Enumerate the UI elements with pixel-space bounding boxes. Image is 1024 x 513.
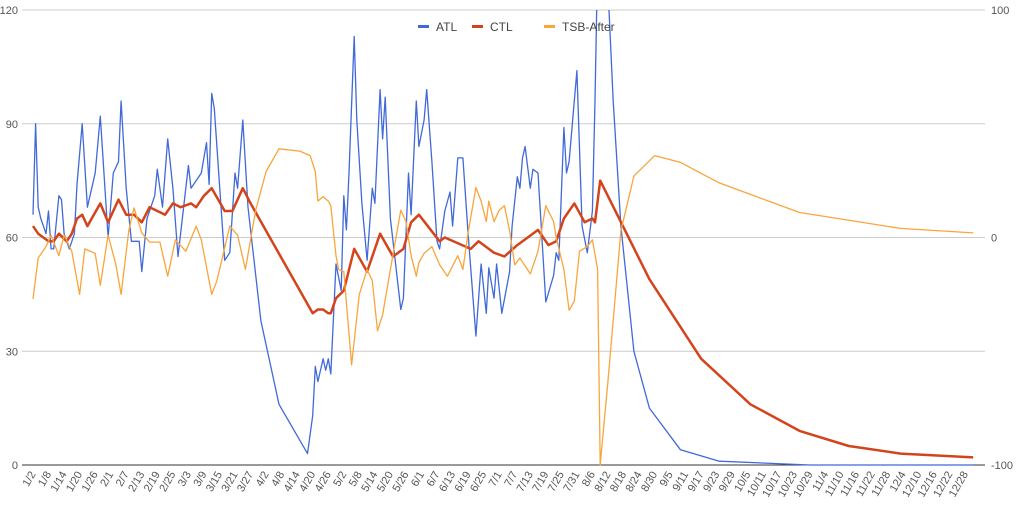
left-axis-tick-label: 90 (6, 119, 18, 131)
x-axis-tick-label: 5/26 (390, 470, 411, 495)
x-axis-tick-label: 1/2 (21, 470, 39, 489)
x-axis-ticks: 1/21/81/141/201/262/12/72/132/192/253/33… (21, 470, 971, 500)
legend-label-atl: ATL (436, 20, 457, 34)
legend-swatch-ctl (472, 25, 483, 28)
x-axis-tick-label: 4/2 (254, 470, 272, 489)
right-axis-tick-label: -100 (991, 460, 1013, 472)
series-line-tsb-after (32, 148, 974, 466)
x-axis-tick-label: 6/1 (409, 470, 427, 489)
right-axis-ticks: -100 0 100 (991, 5, 1013, 472)
series-line-atl (32, 10, 974, 466)
legend-swatch-atl (418, 25, 429, 28)
x-axis-tick-label: 3/3 (176, 470, 194, 489)
left-axis-tick-label: 120 (0, 5, 18, 17)
x-axis-tick-label: 2/25 (157, 470, 178, 495)
x-axis-tick-label: 8/30 (639, 470, 660, 495)
right-axis-tick-label: 0 (991, 233, 997, 245)
x-axis-tick-label: 7/31 (561, 470, 582, 495)
x-axis-tick-label: 2/1 (98, 470, 116, 489)
left-axis-tick-label: 60 (6, 233, 18, 245)
x-axis-tick-label: 7/1 (487, 470, 505, 489)
left-axis-tick-label: 30 (6, 346, 18, 358)
series-line-ctl (31, 179, 974, 459)
legend-label-ctl: CTL (490, 20, 513, 34)
gridlines (22, 9, 985, 466)
right-axis-tick-label: 100 (991, 5, 1009, 17)
x-axis-tick-label: 6/25 (468, 470, 489, 495)
legend-swatch-tsb-after (544, 25, 555, 28)
legend-label-tsb-after: TSB-After (562, 20, 615, 34)
series-lines (31, 10, 974, 466)
left-axis-ticks: 0 30 60 90 120 (0, 5, 18, 472)
x-axis-tick-label: 3/27 (235, 470, 256, 495)
x-axis-tick-label: 4/26 (313, 470, 334, 495)
x-axis-tick-label: 5/2 (331, 470, 349, 489)
left-axis-tick-label: 0 (12, 460, 18, 472)
legend: ATL CTL TSB-After (418, 20, 615, 34)
x-axis-tick-label: 1/26 (80, 470, 101, 495)
